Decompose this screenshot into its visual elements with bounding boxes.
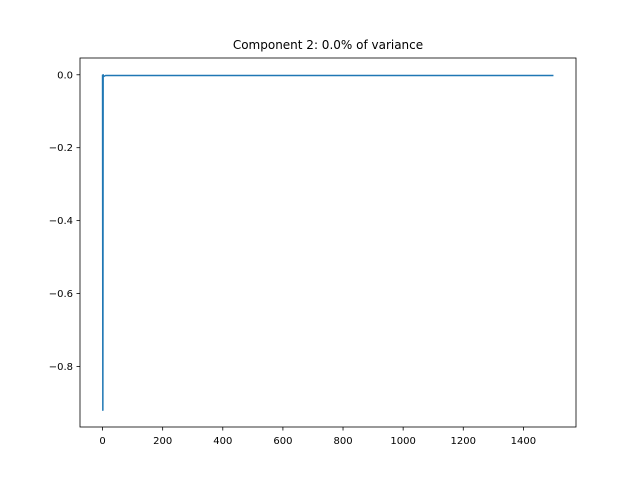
x-tick-label: 1000 [390,436,415,447]
y-tick-label: −0.8 [49,362,73,373]
plot-area [101,74,554,411]
y-tick-label: −0.6 [49,289,73,300]
x-axis: 0 200 400 600 800 1000 1200 1400 [99,427,536,447]
x-tick-label: 1400 [511,436,536,447]
x-tick-label: 200 [153,436,172,447]
x-tick-label: 800 [333,436,352,447]
y-axis: 0.0 −0.2 −0.4 −0.6 −0.8 [49,70,80,373]
y-tick-label: −0.4 [49,216,73,227]
series-line [101,74,554,411]
axes-frame [79,57,577,428]
x-tick-label: 0 [99,436,105,447]
y-tick-label: −0.2 [49,143,73,154]
x-tick-label: 600 [273,436,292,447]
y-tick-label: 0.0 [57,70,73,81]
x-tick-label: 400 [213,436,232,447]
x-tick-label: 1200 [451,436,476,447]
chart-title: Component 2: 0.0% of variance [233,38,423,52]
